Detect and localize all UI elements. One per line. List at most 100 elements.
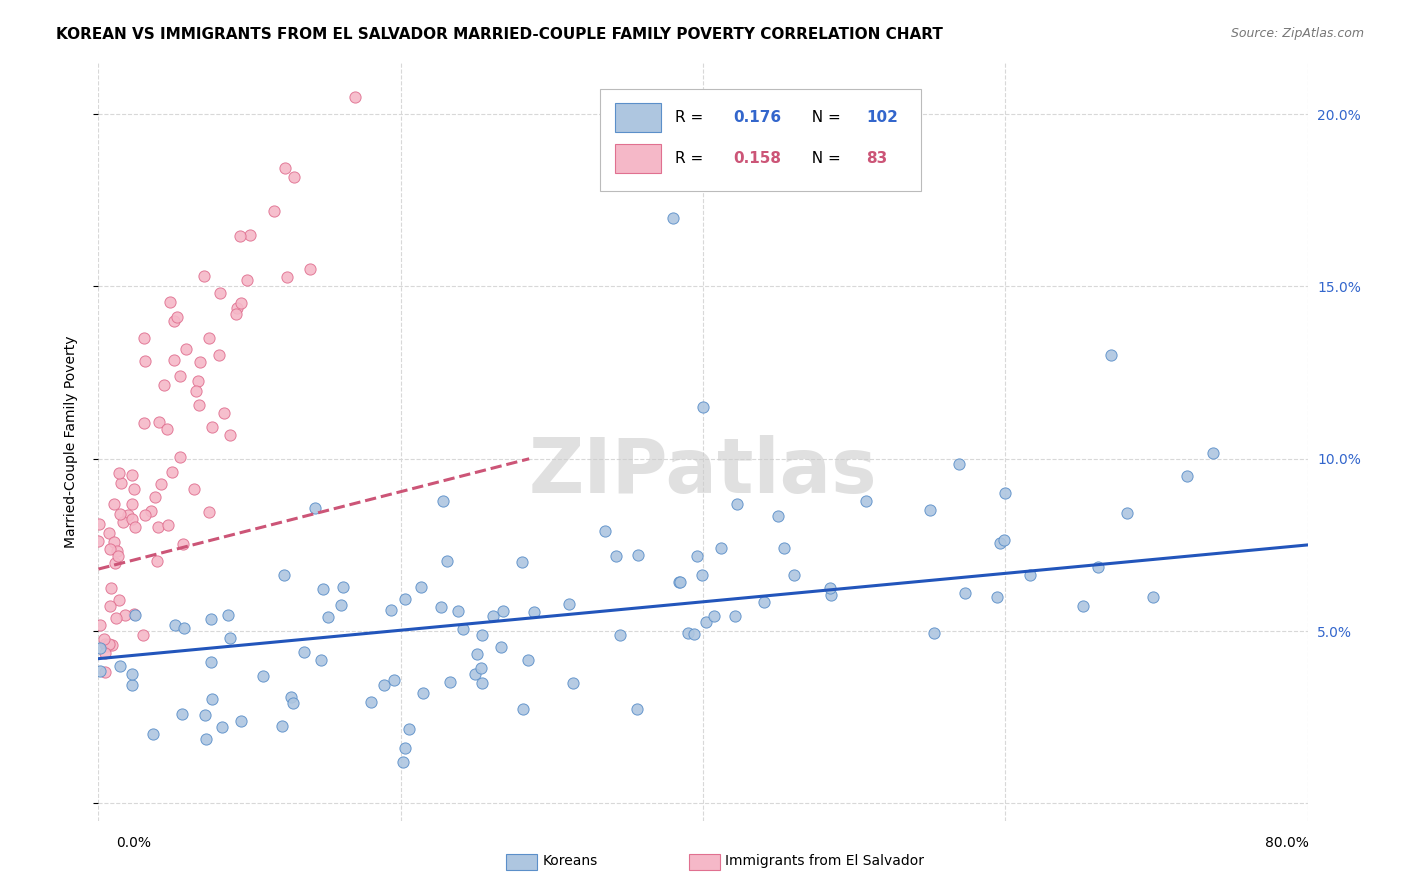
- Point: [121, 467, 143, 482]
- Point: [150, 477, 173, 491]
- Text: Immigrants from El Salvador: Immigrants from El Salvador: [725, 854, 925, 868]
- Point: [315, 38, 337, 53]
- Point: [134, 416, 156, 430]
- Point: [225, 306, 247, 320]
- Point: [153, 378, 176, 392]
- Point: [270, 719, 292, 733]
- Point: [299, 262, 322, 277]
- Text: 80.0%: 80.0%: [1264, 836, 1309, 850]
- Point: [562, 676, 585, 690]
- Point: [398, 722, 420, 736]
- Point: [994, 486, 1017, 500]
- Point: [1142, 590, 1164, 604]
- Point: [236, 273, 259, 287]
- Point: [855, 493, 877, 508]
- Point: [208, 286, 231, 301]
- Point: [200, 612, 222, 626]
- Point: [482, 609, 505, 624]
- Point: [1071, 599, 1094, 614]
- Point: [163, 353, 186, 368]
- Point: [121, 512, 143, 526]
- Point: [143, 491, 166, 505]
- Point: [330, 598, 353, 612]
- Point: [263, 203, 285, 218]
- Point: [193, 268, 215, 283]
- Point: [1202, 445, 1225, 459]
- Point: [104, 556, 127, 570]
- Point: [201, 692, 224, 706]
- Point: [121, 678, 143, 692]
- Point: [766, 509, 789, 524]
- Point: [186, 384, 208, 398]
- Point: [491, 640, 513, 655]
- Point: [471, 628, 494, 642]
- Point: [993, 533, 1015, 547]
- Point: [447, 604, 470, 618]
- Point: [112, 515, 135, 529]
- FancyBboxPatch shape: [600, 89, 921, 191]
- Point: [97, 526, 120, 541]
- Point: [918, 503, 941, 517]
- Point: [1116, 506, 1139, 520]
- Point: [89, 664, 111, 678]
- Text: Source: ZipAtlas.com: Source: ZipAtlas.com: [1230, 27, 1364, 40]
- Point: [512, 702, 534, 716]
- Point: [754, 595, 776, 609]
- Point: [121, 667, 143, 681]
- Point: [948, 457, 970, 471]
- Point: [148, 415, 170, 429]
- Point: [1018, 568, 1040, 582]
- Text: 0.176: 0.176: [734, 111, 782, 125]
- Point: [87, 517, 110, 532]
- Point: [165, 618, 187, 632]
- Point: [110, 507, 132, 521]
- Point: [122, 482, 145, 496]
- Point: [169, 369, 191, 384]
- Point: [188, 398, 211, 412]
- Point: [172, 706, 194, 721]
- Point: [467, 647, 489, 661]
- Point: [470, 661, 492, 675]
- Point: [1087, 560, 1109, 574]
- Point: [373, 677, 395, 691]
- Point: [412, 686, 434, 700]
- Point: [676, 626, 699, 640]
- Point: [162, 465, 184, 479]
- Point: [183, 482, 205, 496]
- FancyBboxPatch shape: [614, 145, 661, 173]
- Point: [94, 665, 117, 680]
- Point: [173, 621, 195, 635]
- Point: [690, 568, 713, 582]
- Point: [692, 400, 714, 414]
- Point: [464, 666, 486, 681]
- Point: [1175, 469, 1198, 483]
- Point: [117, 508, 139, 523]
- Point: [94, 636, 117, 650]
- Point: [198, 505, 221, 519]
- Point: [725, 497, 748, 511]
- Point: [609, 628, 631, 642]
- Point: [201, 420, 224, 434]
- Point: [668, 575, 690, 590]
- Point: [229, 296, 252, 310]
- Point: [169, 450, 191, 464]
- Point: [124, 607, 146, 622]
- Point: [922, 626, 945, 640]
- Point: [986, 590, 1008, 604]
- Point: [471, 675, 494, 690]
- Point: [523, 605, 546, 619]
- Point: [94, 646, 117, 660]
- Point: [108, 659, 131, 673]
- Point: [156, 422, 179, 436]
- Text: N =: N =: [803, 152, 846, 166]
- Point: [411, 580, 433, 594]
- Point: [93, 632, 115, 647]
- Text: 0.0%: 0.0%: [117, 836, 150, 850]
- Point: [108, 593, 131, 607]
- Text: KOREAN VS IMMIGRANTS FROM EL SALVADOR MARRIED-COUPLE FAMILY POVERTY CORRELATION : KOREAN VS IMMIGRANTS FROM EL SALVADOR MA…: [56, 27, 943, 42]
- Point: [517, 653, 540, 667]
- Point: [145, 554, 167, 568]
- Point: [394, 741, 416, 756]
- Point: [280, 690, 302, 704]
- Point: [820, 589, 842, 603]
